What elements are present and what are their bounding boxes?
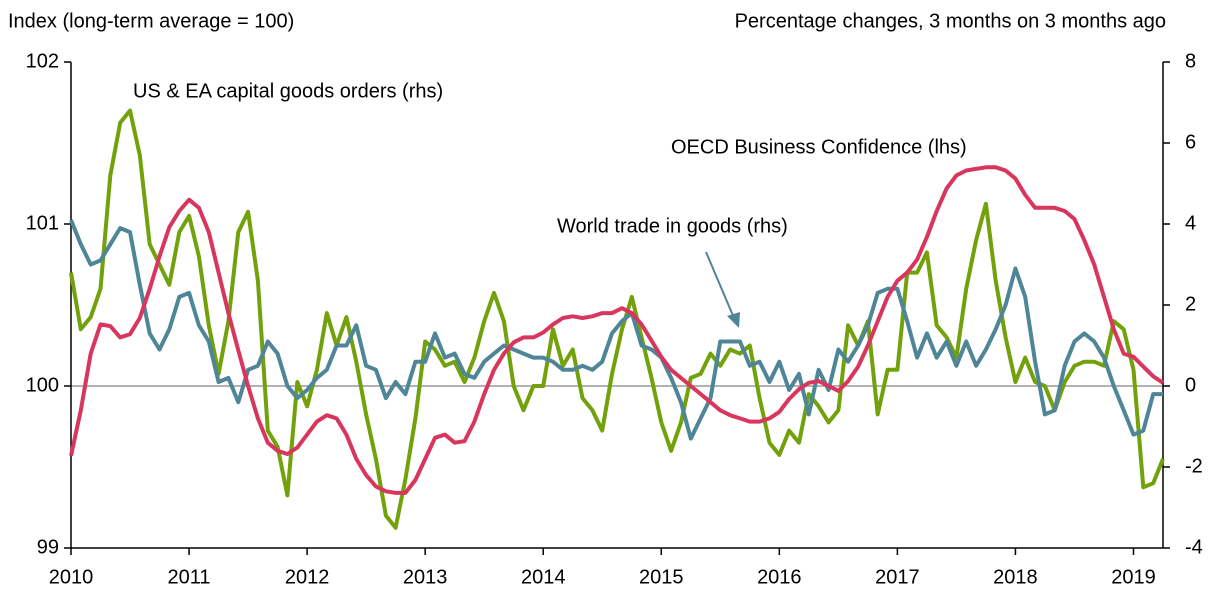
y2-tick-label: -4: [1185, 536, 1203, 558]
series-label: US & EA capital goods orders (rhs): [133, 80, 443, 102]
series-line: [69, 165, 1165, 495]
x-tick-label: 2013: [403, 566, 448, 588]
y2-tick-label: 8: [1185, 50, 1196, 72]
series-line: [69, 219, 1163, 441]
x-tick-label: 2011: [168, 566, 211, 588]
y2-tick-label: 4: [1185, 212, 1196, 234]
annotation-arrow: [705, 251, 740, 328]
x-tick-label: 2016: [757, 566, 802, 588]
y2-tick-label: -2: [1185, 455, 1203, 477]
x-tick-label: 2015: [639, 566, 684, 588]
x-tick-label: 2012: [285, 566, 330, 588]
y2-tick-label: 0: [1185, 374, 1196, 396]
x-tick-label: 2018: [993, 566, 1038, 588]
y-tick-label: 102: [26, 50, 59, 72]
y-tick-label: 100: [26, 374, 59, 396]
left-axis-label: Index (long-term average = 100): [8, 10, 294, 32]
y-tick-label: 101: [26, 212, 59, 234]
x-tick-label: 2010: [49, 566, 94, 588]
y2-tick-label: 2: [1185, 293, 1196, 315]
x-tick-label: 2014: [521, 566, 566, 588]
x-tick-label: 2017: [875, 566, 920, 588]
series-line: [69, 108, 1165, 530]
series-label: World trade in goods (rhs): [557, 215, 788, 237]
right-axis-label: Percentage changes, 3 months on 3 months…: [735, 10, 1166, 32]
y2-tick-label: 6: [1185, 131, 1196, 153]
y-tick-label: 99: [37, 536, 59, 558]
series-label: OECD Business Confidence (lhs): [671, 136, 967, 158]
x-tick-label: 2019: [1111, 566, 1156, 588]
